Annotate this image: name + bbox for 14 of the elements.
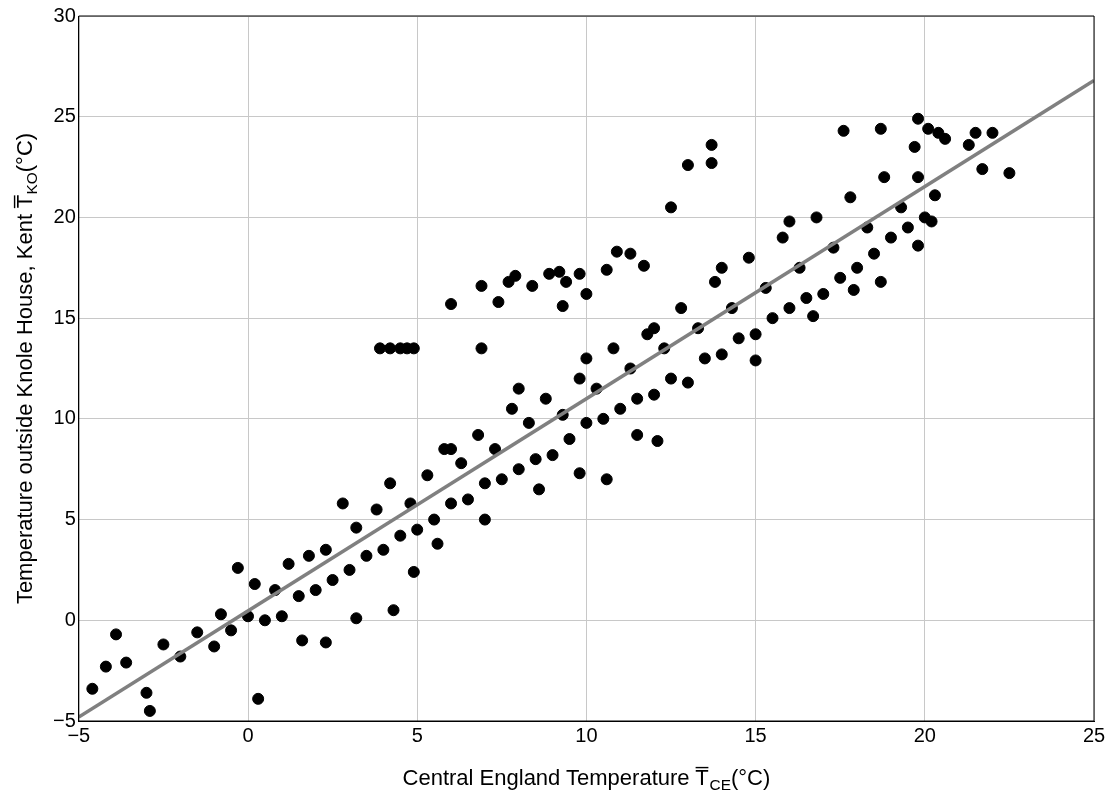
y-tick-label: 0: [64, 607, 76, 630]
y-tick-label: 30: [53, 3, 76, 26]
x-tick-label: 0: [242, 723, 254, 746]
y-tick-label: 10: [53, 406, 76, 429]
y-axis-title: Temperature outside Knole House, Kent T̅KO(°C): [12, 132, 40, 605]
x-tick-label: 20: [913, 723, 936, 746]
y-tick-label: 5: [64, 507, 76, 530]
x-tick-label: 25: [1082, 723, 1106, 746]
x-tick-label: 10: [575, 723, 598, 746]
x-tick-label: 5: [411, 723, 423, 746]
x-tick-label: 15: [744, 723, 767, 746]
y-tick-label: 25: [53, 104, 76, 127]
y-tick-label: 15: [53, 305, 76, 328]
y-tick-label: 20: [53, 204, 76, 227]
